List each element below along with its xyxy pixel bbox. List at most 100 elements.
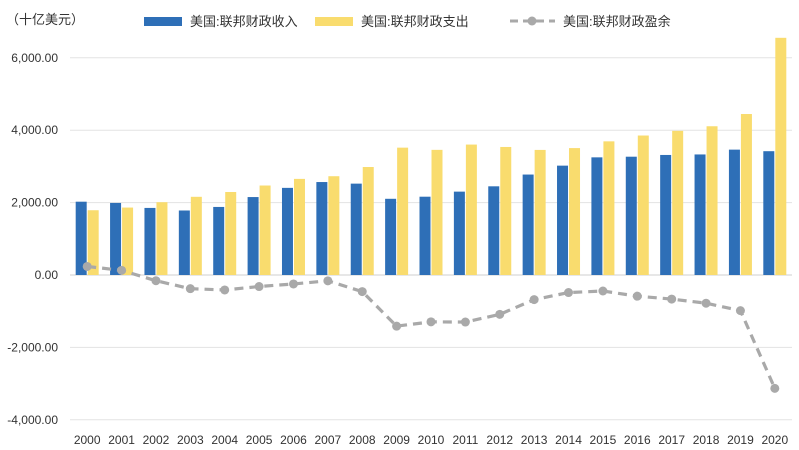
bar-expenditure — [740, 114, 752, 275]
bar-revenue — [75, 201, 87, 275]
surplus-point — [598, 286, 608, 296]
surplus-point — [701, 298, 711, 308]
bar-expenditure — [569, 148, 581, 275]
surplus-point — [288, 279, 298, 289]
y-axis-tick-labels: 6,000.00 4,000.00 2,000.00 0.00 -2,000.00 -4,… — [7, 51, 58, 427]
bar-expenditure — [156, 202, 168, 275]
y-tick-label: -2,000.00 — [7, 340, 58, 354]
x-tick-label: 2010 — [418, 433, 445, 447]
surplus-point — [357, 287, 367, 297]
surplus-point — [392, 321, 402, 331]
y-tick-label: -4,000.00 — [7, 413, 58, 427]
bar-revenue — [110, 202, 122, 275]
bar-expenditure — [603, 141, 615, 275]
surplus-point — [735, 306, 745, 316]
surplus-point — [254, 282, 264, 292]
x-tick-label: 2008 — [349, 433, 376, 447]
surplus-point — [426, 317, 436, 327]
bar-revenue — [488, 186, 500, 275]
y-tick-label: 6,000.00 — [11, 51, 58, 65]
x-tick-label: 2020 — [761, 433, 788, 447]
x-tick-label: 2011 — [452, 433, 478, 447]
bar-expenditure — [637, 135, 649, 275]
x-tick-label: 2006 — [280, 433, 307, 447]
bar-revenue — [350, 183, 362, 275]
surplus-point — [220, 285, 230, 295]
bar-expenditure — [397, 147, 409, 275]
y-tick-label: 0.00 — [35, 268, 59, 282]
legend: 美国:联邦财政收入 美国:联邦财政支出 美国:联邦财政盈余 — [144, 14, 671, 29]
bar-expenditure — [87, 210, 99, 275]
bar-revenue — [660, 154, 672, 275]
y-tick-label: 2,000.00 — [11, 196, 58, 210]
x-tick-label: 2013 — [521, 433, 548, 447]
x-tick-label: 2019 — [727, 433, 754, 447]
bar-revenue — [247, 197, 259, 275]
bar-revenue — [144, 207, 156, 275]
x-tick-label: 2016 — [624, 433, 651, 447]
x-tick-label: 2004 — [211, 433, 238, 447]
x-tick-label: 2014 — [555, 433, 582, 447]
bar-revenue — [557, 165, 569, 275]
gridlines — [70, 57, 792, 421]
x-tick-label: 2003 — [177, 433, 204, 447]
unit-label: （十亿美元） — [6, 12, 84, 27]
surplus-point — [564, 288, 574, 298]
bars — [75, 37, 787, 276]
bar-expenditure — [465, 144, 477, 275]
surplus-point — [495, 309, 505, 319]
surplus-line — [82, 261, 780, 393]
bar-expenditure — [431, 149, 443, 275]
surplus-point — [770, 383, 780, 393]
bar-expenditure — [500, 146, 512, 275]
bar-expenditure — [775, 37, 787, 276]
bar-expenditure — [259, 185, 271, 275]
x-tick-label: 2000 — [74, 433, 101, 447]
bar-revenue — [316, 182, 328, 275]
bar-revenue — [178, 210, 190, 275]
surplus-point — [667, 294, 677, 304]
surplus-point — [323, 276, 333, 286]
bar-revenue — [213, 206, 225, 275]
x-tick-label: 2018 — [693, 433, 720, 447]
surplus-point — [632, 291, 642, 301]
bar-expenditure — [362, 167, 374, 275]
plot-area: 6,000.00 4,000.00 2,000.00 0.00 -2,000.00 -4,… — [7, 37, 792, 447]
legend-label-revenue: 美国:联邦财政收入 — [190, 14, 298, 29]
bar-revenue — [385, 198, 397, 275]
surplus-point — [529, 295, 539, 305]
bar-expenditure — [225, 191, 237, 275]
bar-expenditure — [190, 196, 202, 275]
bar-expenditure — [328, 176, 340, 275]
surplus-point — [151, 276, 161, 286]
surplus-point — [117, 265, 127, 275]
x-tick-label: 2001 — [108, 433, 135, 447]
bar-revenue — [281, 187, 293, 275]
bar-revenue — [763, 151, 775, 275]
x-tick-label: 2012 — [486, 433, 513, 447]
x-tick-label: 2009 — [383, 433, 410, 447]
bar-expenditure — [122, 207, 134, 275]
surplus-point — [185, 284, 195, 294]
legend-label-expenditure: 美国:联邦财政支出 — [361, 14, 469, 29]
bar-revenue — [694, 154, 706, 275]
bar-revenue — [453, 191, 465, 275]
bar-expenditure — [672, 130, 684, 275]
surplus-point — [460, 317, 470, 327]
surplus-point — [82, 261, 92, 271]
bar-revenue — [728, 149, 740, 275]
x-tick-label: 2002 — [143, 433, 170, 447]
bar-revenue — [522, 174, 534, 275]
bar-revenue — [419, 196, 431, 275]
x-tick-label: 2015 — [590, 433, 617, 447]
x-tick-label: 2017 — [658, 433, 685, 447]
x-axis-tick-labels: 2000 2001 2002 2003 2004 2005 2006 2007 2008 2009… — [74, 433, 789, 447]
y-tick-label: 4,000.00 — [11, 123, 58, 137]
bar-expenditure — [534, 149, 546, 275]
x-tick-label: 2007 — [315, 433, 342, 447]
legend-label-surplus: 美国:联邦财政盈余 — [563, 14, 671, 29]
bar-expenditure — [706, 126, 718, 275]
legend-marker-surplus — [527, 16, 537, 26]
legend-swatch-revenue — [144, 17, 182, 26]
